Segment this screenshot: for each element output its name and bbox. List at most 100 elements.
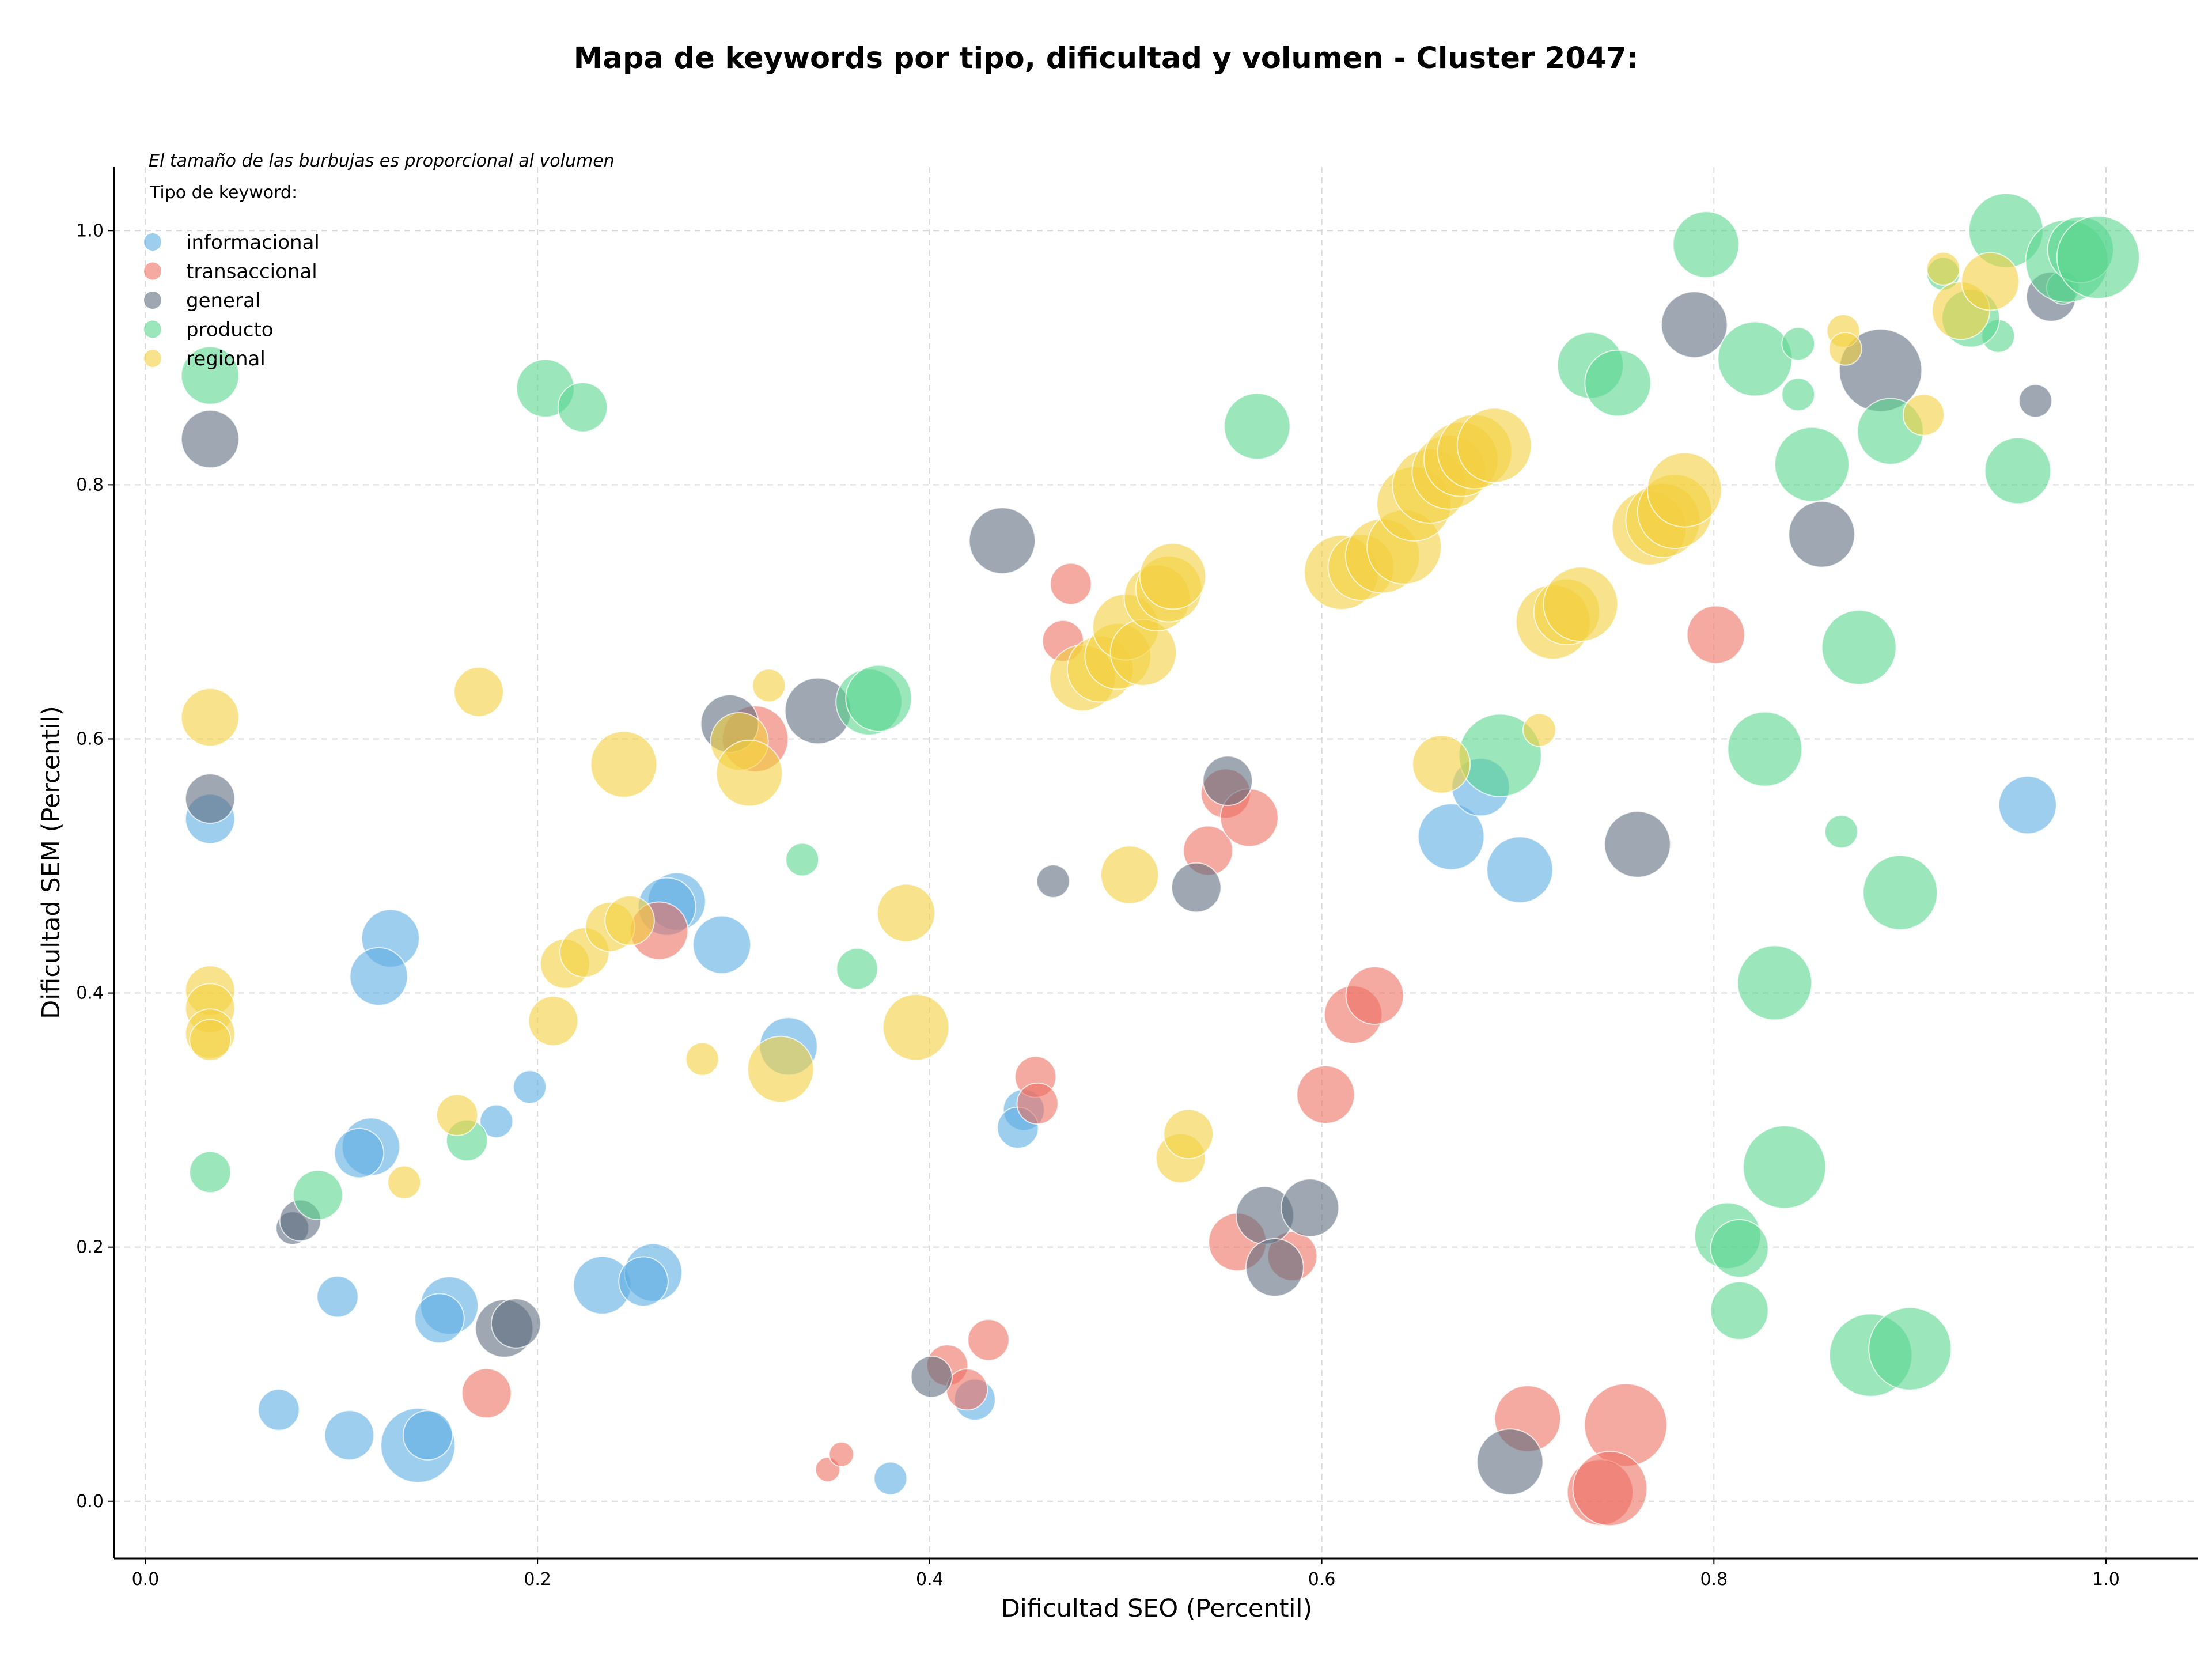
y-tick-label: 0.4 [76, 983, 104, 1004]
regional-bubble [747, 1035, 815, 1103]
producto-bubble [1710, 1219, 1769, 1278]
general-bubble [185, 773, 236, 824]
transaccional-bubble [1345, 966, 1404, 1025]
general-bubble [1788, 501, 1855, 568]
producto-bubble [557, 382, 608, 433]
regional-bubble [1522, 713, 1556, 747]
transaccional-bubble [461, 1368, 512, 1419]
regional-bubble [1902, 394, 1945, 436]
regional-bubble [590, 731, 658, 798]
x-axis-label: Dificultad SEO (Percentil) [1001, 1594, 1312, 1623]
informacional-bubble [873, 1461, 908, 1496]
bubble-size-note: El tamaño de las burbujas es proporciona… [149, 151, 615, 171]
general-bubble [1245, 1238, 1304, 1297]
y-tick-label: 0.0 [76, 1492, 104, 1512]
producto-bubble [180, 346, 240, 405]
transaccional-bubble [1016, 1082, 1059, 1125]
regional-bubble [453, 667, 504, 717]
general-bubble [490, 1298, 541, 1349]
general-bubble [1604, 811, 1671, 878]
informacional-bubble [1998, 775, 2057, 835]
general-bubble [968, 507, 1036, 574]
regional-bubble [1100, 845, 1160, 905]
x-tick-label: 0.6 [1308, 1569, 1336, 1590]
regional-bubble [1828, 332, 1862, 366]
y-tick-label: 0.6 [76, 729, 104, 749]
transaccional-bubble [967, 1319, 1010, 1361]
informacional-bubble [1418, 803, 1485, 871]
y-axis-label: Dificultad SEM (Percentil) [37, 706, 66, 1019]
general-bubble [1476, 1428, 1544, 1496]
informacional-bubble [479, 1104, 514, 1138]
producto-bubble [836, 948, 878, 990]
regional-bubble [1961, 252, 2020, 311]
transaccional-bubble [1572, 1451, 1648, 1527]
producto-bubble [1717, 321, 1793, 397]
regional-bubble [752, 668, 786, 703]
regional-bubble [1926, 252, 1960, 286]
regional-bubble [882, 993, 950, 1061]
legend-label-transaccional: transaccional [186, 260, 317, 283]
informacional-bubble [334, 1127, 385, 1179]
regional-bubble [436, 1094, 479, 1136]
legend-marker-producto [144, 320, 161, 338]
regional-bubble [715, 739, 783, 807]
chart-title: Mapa de keywords por tipo, dificultad y … [574, 41, 1638, 75]
legend-label-producto: producto [186, 319, 274, 342]
producto-bubble [1743, 1125, 1827, 1209]
informacional-bubble [513, 1070, 547, 1104]
series-producto [180, 192, 2140, 1397]
legend-title: Tipo de keyword: [149, 183, 297, 203]
series-regional [180, 252, 2020, 1200]
legend-marker-regional [144, 350, 161, 367]
y-tick-label: 0.8 [76, 475, 104, 495]
producto-bubble [1727, 711, 1803, 787]
transaccional-bubble [1050, 562, 1092, 606]
legend-marker-informacional [144, 233, 161, 251]
producto-bubble [1224, 392, 1291, 460]
informacional-bubble [692, 915, 752, 974]
legend-label-regional: regional [186, 347, 266, 370]
regional-bubble [1456, 407, 1532, 483]
x-tick-label: 1.0 [2092, 1569, 2120, 1590]
informacional-bubble [257, 1388, 300, 1431]
transaccional-bubble [828, 1441, 854, 1467]
producto-bubble [189, 1151, 232, 1194]
general-bubble [1202, 755, 1253, 806]
producto-bubble [1672, 211, 1740, 278]
axes [113, 167, 2198, 1560]
general-bubble [180, 410, 240, 468]
general-bubble [1036, 864, 1070, 898]
producto-bubble [785, 842, 820, 877]
x-tick-label: 0.0 [132, 1569, 160, 1590]
regional-bubble [180, 688, 240, 747]
data-points [180, 192, 2140, 1527]
regional-bubble [685, 1042, 719, 1076]
informacional-bubble [402, 1410, 453, 1461]
producto-bubble [1584, 349, 1652, 417]
producto-bubble [1821, 610, 1897, 686]
general-bubble [1171, 862, 1222, 913]
producto-bubble [1774, 426, 1850, 502]
regional-bubble [528, 996, 579, 1046]
producto-bubble [293, 1170, 343, 1220]
producto-bubble [1868, 1307, 1952, 1391]
informacional-bubble [324, 1410, 375, 1461]
transaccional-bubble [1296, 1065, 1355, 1124]
producto-bubble [2056, 215, 2140, 300]
general-bubble [910, 1356, 953, 1398]
producto-bubble [1710, 1281, 1769, 1340]
y-tick-label: 1.0 [76, 221, 104, 241]
informacional-bubble [414, 1293, 465, 1344]
regional-bubble [1163, 1108, 1214, 1160]
informacional-bubble [316, 1276, 359, 1318]
legend-marker-general [144, 292, 161, 309]
regional-bubble [189, 1019, 232, 1061]
legend-label-informacional: informacional [186, 231, 320, 254]
informacional-bubble [1486, 836, 1554, 903]
legend-marker-transaccional [144, 262, 161, 280]
x-tick-label: 0.4 [916, 1569, 944, 1590]
general-bubble [1281, 1178, 1340, 1238]
